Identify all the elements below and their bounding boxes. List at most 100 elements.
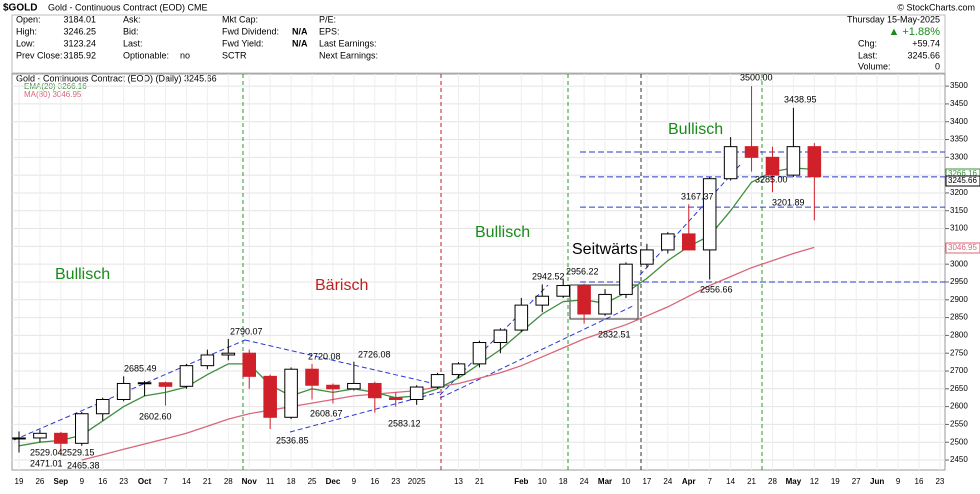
info-label: Fwd Yield:: [222, 38, 264, 48]
candle-body: [33, 432, 47, 439]
info-value: no: [180, 50, 190, 60]
candle-body: [263, 375, 277, 418]
x-tick-label: 2025: [408, 477, 426, 486]
info-label: Mkt Cap:: [222, 14, 258, 24]
x-tick-label: 19: [831, 477, 840, 486]
candle-body: [598, 293, 612, 315]
trendline: [439, 304, 636, 399]
candle-body: [619, 263, 633, 295]
info-label: SCTR: [222, 50, 247, 60]
x-tick-label: Feb: [514, 477, 528, 486]
x-tick-label: 10: [622, 477, 631, 486]
info-label: Bid:: [123, 26, 139, 36]
candle-body: [514, 304, 529, 331]
candle-body: [221, 352, 236, 356]
x-tick-label: 10: [538, 477, 547, 486]
info-label: Last Earnings:: [319, 38, 377, 48]
marks: [12, 86, 945, 461]
title: $GOLD: [3, 3, 37, 14]
y-tick-label: 2900: [950, 295, 968, 304]
plot-frame: [11, 73, 946, 471]
candle-body: [640, 249, 654, 265]
price-label: 3167.37: [681, 191, 714, 201]
x-tick-label: 28: [224, 477, 233, 486]
y-tick-label: 3350: [950, 135, 968, 144]
candle-body: [116, 382, 131, 400]
price-label: 2956.66: [700, 284, 733, 294]
vol-value: 0: [935, 61, 940, 71]
y-tick-label: 3150: [950, 206, 968, 215]
x-tick-label: 16: [915, 477, 924, 486]
price-label: 2471.01: [30, 458, 63, 468]
y-tick-label: 3300: [950, 152, 968, 161]
last-value: 3245.66: [907, 50, 940, 60]
y-tick-label: 2600: [950, 402, 968, 411]
chg-value: +59.74: [912, 38, 940, 48]
x-tick-label: 18: [559, 477, 568, 486]
info-label: Optionable:: [123, 50, 169, 60]
x-tick-label: Jun: [870, 477, 884, 486]
price-label: 2790.07: [230, 326, 263, 336]
candle-body: [368, 382, 382, 399]
legend-price: Gold - Continuous Contract (EOD) (Daily)…: [16, 73, 217, 83]
y-tick-label: 3450: [950, 99, 968, 108]
candle-body: [388, 397, 403, 400]
quote-date: Thursday 15-May-2025: [847, 14, 940, 24]
x-tick-label: Dec: [326, 477, 341, 486]
info-label: P/E:: [319, 14, 336, 24]
info-value: 3246.25: [63, 26, 96, 36]
price-label: 3201.89: [772, 197, 805, 207]
price-label: 2726.08: [358, 349, 391, 359]
price-label: 2602.60: [139, 411, 172, 421]
candle-body: [137, 382, 152, 385]
series-line: [81, 246, 815, 461]
x-tick-label: 13: [454, 477, 463, 486]
x-tick-label: Apr: [682, 477, 696, 486]
candle-body: [723, 146, 738, 180]
x-tick-label: 16: [370, 477, 379, 486]
y-tick-label: 3000: [950, 259, 968, 268]
value-box: [945, 242, 980, 254]
info-label: Open:: [16, 14, 41, 24]
x-tick-label: 26: [35, 477, 44, 486]
x-tick-label: 19: [15, 477, 24, 486]
candle-body: [744, 146, 759, 158]
y-tick-label: 2550: [950, 420, 968, 429]
value-box-label: 3046.95: [948, 243, 977, 252]
candle-body: [200, 354, 215, 367]
candle-body: [326, 384, 340, 390]
phase-label: Bullisch: [55, 266, 110, 283]
x-tick-label: Sep: [54, 477, 69, 486]
x-tick-label: May: [786, 477, 802, 486]
candle-body: [242, 352, 257, 377]
info-label: Next Earnings:: [319, 50, 378, 60]
x-tick-label: 25: [308, 477, 317, 486]
candle-body: [661, 233, 675, 251]
info-value: 3184.01: [63, 14, 96, 24]
range-box: [569, 284, 639, 320]
info-box: [11, 14, 946, 74]
candle-body: [284, 368, 298, 418]
value-box: [945, 175, 980, 187]
credit: © StockCharts.com: [897, 2, 975, 12]
price-label: 2536.85: [276, 435, 309, 445]
x-tick-label: 17: [642, 477, 651, 486]
x-tick-label: 23: [391, 477, 400, 486]
y-tick-label: 2450: [950, 455, 968, 464]
x-tick-label: 14: [182, 477, 191, 486]
candle-body: [95, 398, 110, 415]
legend-ma: MA(80) 3046.95: [24, 90, 82, 99]
info-label: Last:: [123, 38, 143, 48]
info-table: Open: 3184.01 High: 3246.25 Low: 3123.24Prev …: [16, 14, 378, 60]
candle-body: [451, 363, 466, 376]
phase-label: Bullisch: [668, 121, 723, 138]
y-tick-label: 3100: [950, 224, 968, 233]
price-labels: 2529.04 2471.01 2529.15 2465.38 2685.49 …: [30, 72, 817, 470]
y-tick-label: 2750: [950, 348, 968, 357]
x-tick-label: Oct: [138, 477, 152, 486]
last-label: Last:: [858, 50, 878, 60]
x-tick-label: 24: [663, 477, 672, 486]
trendline: [439, 284, 549, 396]
price-label: 2583.12: [388, 418, 421, 428]
